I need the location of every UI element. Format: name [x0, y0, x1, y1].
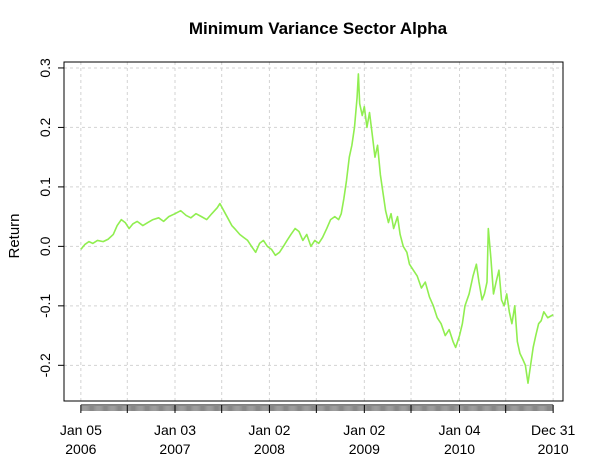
- x-tick-label-year: 2010: [444, 441, 475, 457]
- x-tick-label: Dec 31: [531, 422, 576, 438]
- x-tick-label-year: 2009: [349, 441, 380, 457]
- y-tick-label: -0.1: [37, 294, 53, 318]
- series-layer: [80, 73, 554, 384]
- x-tick-label: Jan 04: [438, 422, 480, 438]
- grid-layer: [64, 62, 563, 401]
- chart-title: Minimum Variance Sector Alpha: [189, 19, 448, 38]
- series-line: [80, 73, 554, 384]
- x-tick-label-year: 2008: [254, 441, 285, 457]
- x-tick-label: Jan 05: [60, 422, 102, 438]
- x-tick-label-year: 2010: [538, 441, 569, 457]
- y-axis: -0.2 -0.1 0.0 0.1 0.2 0.3: [37, 58, 64, 377]
- x-tick-label: Jan 02: [248, 422, 290, 438]
- plot-frame: [63, 61, 564, 402]
- y-axis-label: Return: [6, 213, 23, 258]
- x-axis: Jan 05 2006 Jan 03 2007 Jan 02 2008 Jan 02 2009…: [60, 404, 576, 457]
- x-tick-label: Jan 02: [343, 422, 385, 438]
- y-tick-label: 0.3: [37, 58, 53, 78]
- y-tick-label: 0.0: [37, 236, 53, 256]
- x-tick-label: Jan 03: [154, 422, 196, 438]
- y-tick-label: -0.2: [37, 353, 53, 377]
- x-tick-label-year: 2006: [65, 441, 96, 457]
- y-tick-label: 0.1: [37, 177, 53, 197]
- y-tick-label: 0.2: [37, 117, 53, 137]
- x-tick-label-year: 2007: [159, 441, 190, 457]
